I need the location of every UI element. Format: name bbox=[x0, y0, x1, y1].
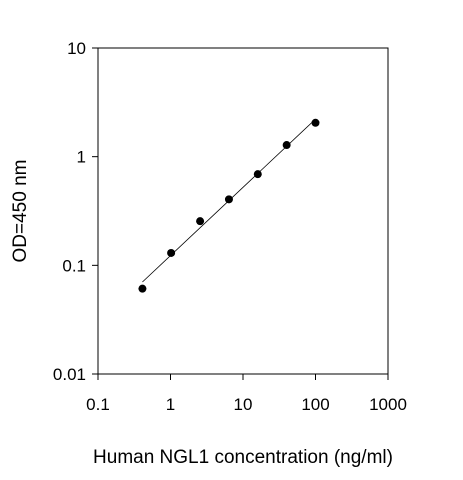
data-point bbox=[196, 217, 205, 226]
y-tick-label: 0.01 bbox=[53, 365, 86, 384]
y-tick-label: 0.1 bbox=[62, 256, 86, 275]
data-point bbox=[224, 195, 233, 204]
x-tick-label: 10 bbox=[234, 395, 253, 414]
data-point bbox=[311, 118, 320, 127]
x-tick-label: 1000 bbox=[369, 395, 407, 414]
y-tick-label: 1 bbox=[77, 148, 86, 167]
x-tick-label: 100 bbox=[301, 395, 329, 414]
plot-frame bbox=[97, 47, 389, 375]
data-point bbox=[138, 284, 147, 293]
data-point bbox=[167, 248, 176, 257]
data-point bbox=[282, 141, 291, 150]
y-tick-label: 10 bbox=[67, 39, 86, 58]
x-tick-label: 0.1 bbox=[86, 395, 110, 414]
data-point bbox=[253, 170, 262, 179]
plot-area bbox=[138, 118, 320, 293]
y-axis-title: OD=450 nm bbox=[10, 160, 31, 263]
x-axis-title: Human NGL1 concentration (ng/ml) bbox=[93, 447, 393, 468]
y-axis-ticks: 0.01 0.1 1 10 bbox=[53, 39, 98, 384]
x-axis-ticks: 0.1 1 10 100 1000 bbox=[86, 374, 407, 414]
x-tick-label: 1 bbox=[166, 395, 175, 414]
